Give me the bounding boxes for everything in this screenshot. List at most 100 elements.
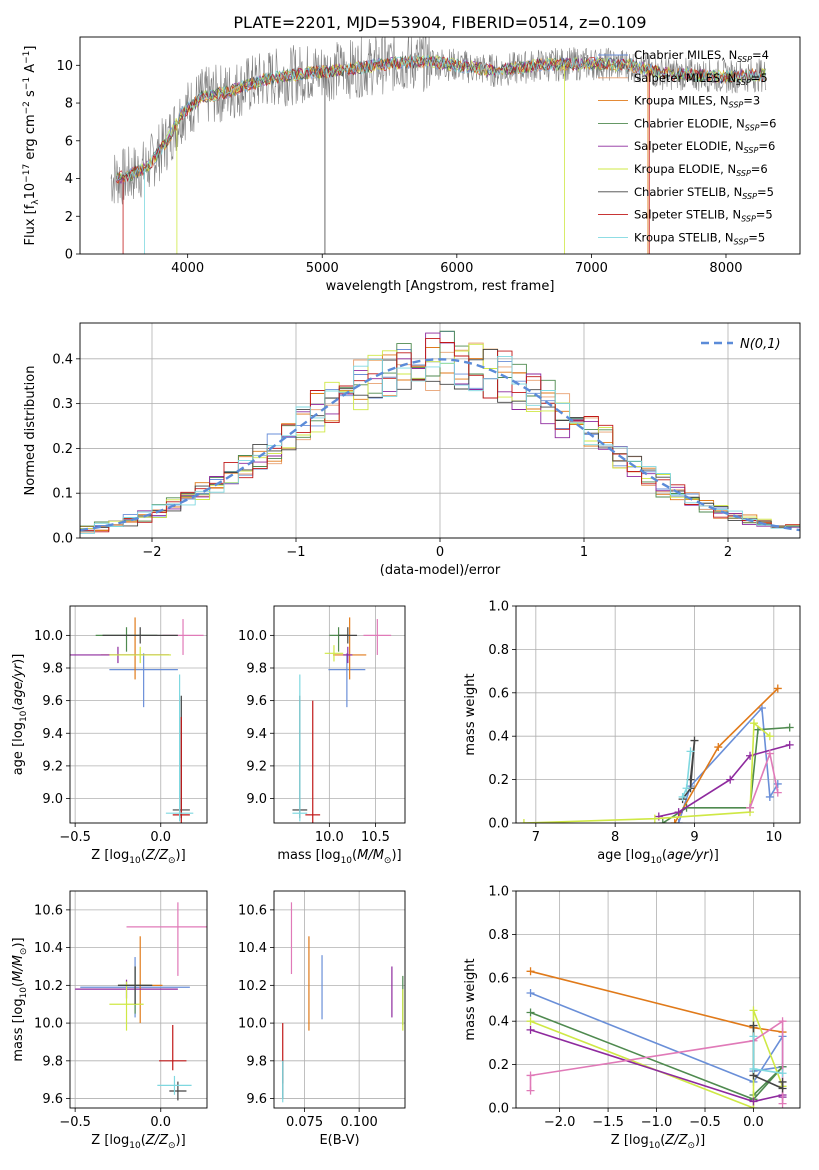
label-part: Normed distribution bbox=[23, 366, 38, 496]
legend-count: =5 bbox=[757, 185, 774, 199]
legend-sub: SSP bbox=[729, 101, 744, 110]
legend-count: =4 bbox=[752, 48, 769, 62]
axes-frame bbox=[79, 36, 801, 255]
y-tick-label: 9.0 bbox=[42, 792, 63, 807]
mass-weight-point bbox=[526, 1086, 535, 1095]
mass-weight-point bbox=[526, 967, 535, 976]
label-part: ] bbox=[181, 1133, 186, 1148]
x-tick-label: 7 bbox=[532, 830, 540, 845]
label-part: age [ bbox=[597, 848, 630, 863]
label-part: ⊙ bbox=[19, 948, 29, 956]
label-part: ( bbox=[660, 1133, 665, 1148]
y-tick-label: 0.6 bbox=[488, 971, 509, 986]
y-tick-label: 10.0 bbox=[34, 629, 63, 644]
label-part: erg cm bbox=[23, 114, 38, 163]
residual_histogram-chart: −2 −1 0 1 2 0.0 0.1 0.2 0.3 0.4 (data-model)/error… bbox=[23, 322, 801, 578]
label-part: age/yr bbox=[667, 848, 710, 863]
x-tick-label: 8000 bbox=[709, 261, 742, 276]
x-tick-label: 0.100 bbox=[341, 1115, 378, 1130]
label-part: Z [ bbox=[91, 1133, 109, 1148]
gaussian-curve bbox=[80, 358, 800, 532]
y-tick-label: 10.2 bbox=[34, 979, 63, 994]
label-part: log bbox=[109, 1133, 129, 1148]
y-tick-label: 2 bbox=[65, 210, 73, 225]
legend-entry: Salpeter ELODIE, NSSP=6 bbox=[634, 139, 775, 155]
mass-weight-point bbox=[773, 788, 782, 797]
x-tick-label: 0 bbox=[436, 545, 444, 560]
legend-model: Kroupa MILES, N bbox=[634, 94, 729, 108]
mass-weight-line bbox=[752, 1025, 784, 1090]
y-tick-label: 10 bbox=[56, 59, 73, 74]
histogram-step bbox=[80, 337, 800, 533]
y-tick-label: 0.4 bbox=[488, 1015, 509, 1030]
y-tick-label: 9.6 bbox=[42, 694, 63, 709]
x-tick-label: 8 bbox=[611, 830, 619, 845]
y-tick-label: 9.8 bbox=[246, 662, 267, 677]
y-tick-label: 6 bbox=[65, 134, 73, 149]
label-part: (data-model)/error bbox=[380, 563, 501, 578]
mass_weight_vs_z-chart: −2.0 −1.5 −1.0 −0.5 0.0 0.0 0.2 0.4 0.6 0.8 1.0 Z [… bbox=[463, 885, 801, 1151]
y-axis-label: age [log10(age/yr)] bbox=[11, 654, 29, 776]
label-part: M/M bbox=[357, 848, 384, 863]
x-axis-label: wavelength [Angstrom, rest frame] bbox=[326, 279, 555, 294]
mass_vs_ebv-chart: 0.075 0.100 9.6 9.8 10.0 10.2 10.4 10.6 E(B-V) bbox=[238, 890, 406, 1148]
label-part: ] bbox=[714, 848, 719, 863]
legend-count: =5 bbox=[751, 71, 768, 85]
legend-model: Salpeter ELODIE, N bbox=[634, 139, 744, 153]
y-tick-label: 9.4 bbox=[246, 727, 267, 742]
label-part: Z [ bbox=[611, 1133, 629, 1148]
plot-area bbox=[70, 617, 204, 823]
legend-sub: SSP bbox=[742, 192, 757, 201]
legend-entry: Salpeter MILES, NSSP=5 bbox=[634, 71, 768, 87]
y-tick-label: 0 bbox=[65, 248, 73, 263]
y-tick-label: 0.8 bbox=[488, 928, 509, 943]
label-part: mass weight bbox=[463, 958, 478, 1040]
y-tick-label: 0.0 bbox=[488, 1102, 509, 1117]
mass-weight-point bbox=[778, 1077, 787, 1086]
x-tick-label: −0.5 bbox=[689, 1115, 721, 1130]
label-part: ( bbox=[11, 982, 26, 987]
mass-weight-point bbox=[674, 819, 683, 823]
model-spectrum-line bbox=[116, 55, 766, 184]
legend-model: Salpeter MILES, N bbox=[634, 71, 736, 85]
x-tick-label: 1 bbox=[580, 545, 588, 560]
axes-frame bbox=[273, 605, 406, 824]
label-part: M/M bbox=[11, 955, 26, 982]
label-part: ] bbox=[181, 848, 186, 863]
y-tick-label: 10.6 bbox=[238, 903, 267, 918]
y-tick-label: 4 bbox=[65, 172, 73, 187]
y-tick-label: 0.0 bbox=[488, 817, 509, 832]
legend-model: Kroupa STELIB, N bbox=[634, 230, 734, 244]
label-part: ] bbox=[23, 46, 38, 51]
mass-weight-point bbox=[678, 792, 687, 801]
label-part: −1 bbox=[22, 51, 32, 64]
y-tick-label: 0.1 bbox=[52, 487, 73, 502]
mass-weight-line bbox=[662, 726, 790, 823]
mass-weight-point bbox=[778, 1017, 787, 1026]
plot-area bbox=[519, 684, 794, 823]
x-axis-label: mass [log10(M/M⊙)] bbox=[277, 848, 401, 866]
label-part: −1 bbox=[22, 77, 32, 90]
mass-weight-point bbox=[526, 1017, 535, 1026]
mass-weight-point bbox=[526, 1071, 535, 1080]
mass-weight-point bbox=[765, 792, 774, 801]
mass-weight-point bbox=[773, 779, 782, 788]
legend-sub: SSP bbox=[736, 78, 751, 87]
model-spectrum-line bbox=[115, 55, 766, 180]
label-part: −2 bbox=[22, 101, 32, 114]
label-part: wavelength [Angstrom, rest frame] bbox=[326, 279, 555, 294]
label-part: ⊙ bbox=[687, 1141, 695, 1151]
x-tick-label: 0.075 bbox=[286, 1115, 323, 1130]
label-part: ) bbox=[11, 659, 26, 664]
legend-model: Chabrier MILES, N bbox=[634, 48, 737, 62]
label-part: λ bbox=[31, 199, 41, 205]
y-tick-label: 10.4 bbox=[238, 941, 267, 956]
mass-weight-point bbox=[785, 740, 794, 749]
x-tick-label: 10 bbox=[766, 830, 783, 845]
axes-frame bbox=[515, 605, 801, 824]
mass-weight-line bbox=[681, 740, 696, 800]
model-spectrum-line bbox=[115, 55, 766, 181]
y-tick-label: 0.0 bbox=[52, 532, 73, 547]
y-tick-label: 9.6 bbox=[246, 694, 267, 709]
